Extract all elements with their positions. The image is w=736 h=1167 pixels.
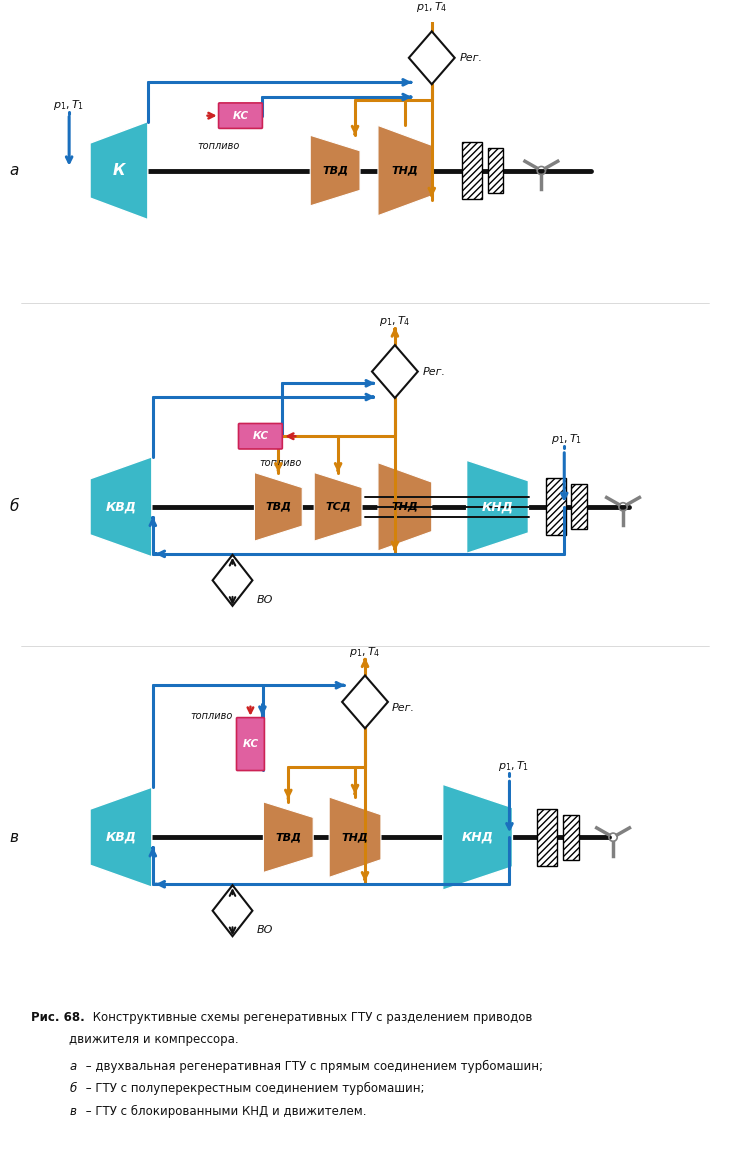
Text: а: а <box>69 1060 77 1072</box>
Polygon shape <box>263 802 314 873</box>
Bar <box>546 478 566 536</box>
Text: КНД: КНД <box>461 831 494 844</box>
Text: топливо: топливо <box>197 141 240 152</box>
FancyBboxPatch shape <box>236 718 264 770</box>
Polygon shape <box>213 554 252 606</box>
Polygon shape <box>408 32 455 84</box>
Text: КС: КС <box>252 432 269 441</box>
Text: топливо: топливо <box>259 457 302 468</box>
Bar <box>537 809 557 866</box>
Polygon shape <box>467 460 528 553</box>
Text: Рег.: Рег. <box>422 366 446 377</box>
Polygon shape <box>213 886 252 936</box>
Text: Рег.: Рег. <box>392 703 415 713</box>
Text: К: К <box>113 163 125 179</box>
FancyBboxPatch shape <box>238 424 283 449</box>
Bar <box>563 815 579 860</box>
Text: $p_1,T_1$: $p_1,T_1$ <box>53 98 85 112</box>
Polygon shape <box>378 126 432 216</box>
Polygon shape <box>378 462 432 551</box>
Bar <box>487 148 503 193</box>
Polygon shape <box>314 473 362 541</box>
Text: Рег.: Рег. <box>460 53 483 63</box>
Text: КВД: КВД <box>105 831 136 844</box>
Text: ТСД: ТСД <box>325 502 351 512</box>
Polygon shape <box>329 797 381 878</box>
Text: а: а <box>10 163 18 179</box>
Text: $p_1,T_4$: $p_1,T_4$ <box>350 645 381 659</box>
Polygon shape <box>90 121 148 219</box>
Text: ТВД: ТВД <box>275 832 301 843</box>
Text: – двухвальная регенеративная ГТУ с прямым соединением турбомашин;: – двухвальная регенеративная ГТУ с прямы… <box>82 1060 543 1072</box>
Text: Конструктивные схемы регенеративных ГТУ с разделением приводов: Конструктивные схемы регенеративных ГТУ … <box>89 1011 532 1023</box>
Text: б: б <box>10 499 18 515</box>
Text: КНД: КНД <box>481 501 514 513</box>
Polygon shape <box>443 784 512 890</box>
Text: $p_1,T_1$: $p_1,T_1$ <box>498 760 528 774</box>
Text: в: в <box>69 1105 76 1118</box>
Polygon shape <box>310 135 360 205</box>
Polygon shape <box>255 473 302 541</box>
Polygon shape <box>90 456 152 557</box>
Text: $p_1,T_4$: $p_1,T_4$ <box>416 0 447 14</box>
Bar <box>571 484 587 530</box>
Text: ВО: ВО <box>256 925 273 936</box>
Polygon shape <box>90 788 152 887</box>
Text: – ГТУ с блокированными КНД и движителем.: – ГТУ с блокированными КНД и движителем. <box>82 1105 367 1118</box>
Polygon shape <box>342 676 388 728</box>
Text: КВД: КВД <box>105 501 136 513</box>
Text: КС: КС <box>233 111 249 120</box>
Text: ТВД: ТВД <box>322 166 348 175</box>
Text: $p_1,T_4$: $p_1,T_4$ <box>379 314 411 328</box>
Bar <box>461 142 481 200</box>
Text: – ГТУ с полуперекрестным соединением турбомашин;: – ГТУ с полуперекрестным соединением тур… <box>82 1082 425 1096</box>
Text: ТНД: ТНД <box>392 166 418 175</box>
Text: движителя и компрессора.: движителя и компрессора. <box>69 1033 238 1047</box>
Text: $p_1,T_1$: $p_1,T_1$ <box>551 432 582 446</box>
Text: ТНД: ТНД <box>342 832 369 843</box>
Text: ТНД: ТНД <box>392 502 418 512</box>
Text: Рис. 68.: Рис. 68. <box>31 1011 85 1023</box>
Text: ТВД: ТВД <box>266 502 291 512</box>
Text: в: в <box>10 830 18 845</box>
Text: топливо: топливо <box>191 711 233 721</box>
Text: КС: КС <box>242 739 258 749</box>
FancyBboxPatch shape <box>219 103 263 128</box>
Polygon shape <box>372 345 418 398</box>
Text: ВО: ВО <box>256 595 273 605</box>
Text: б: б <box>69 1082 77 1096</box>
